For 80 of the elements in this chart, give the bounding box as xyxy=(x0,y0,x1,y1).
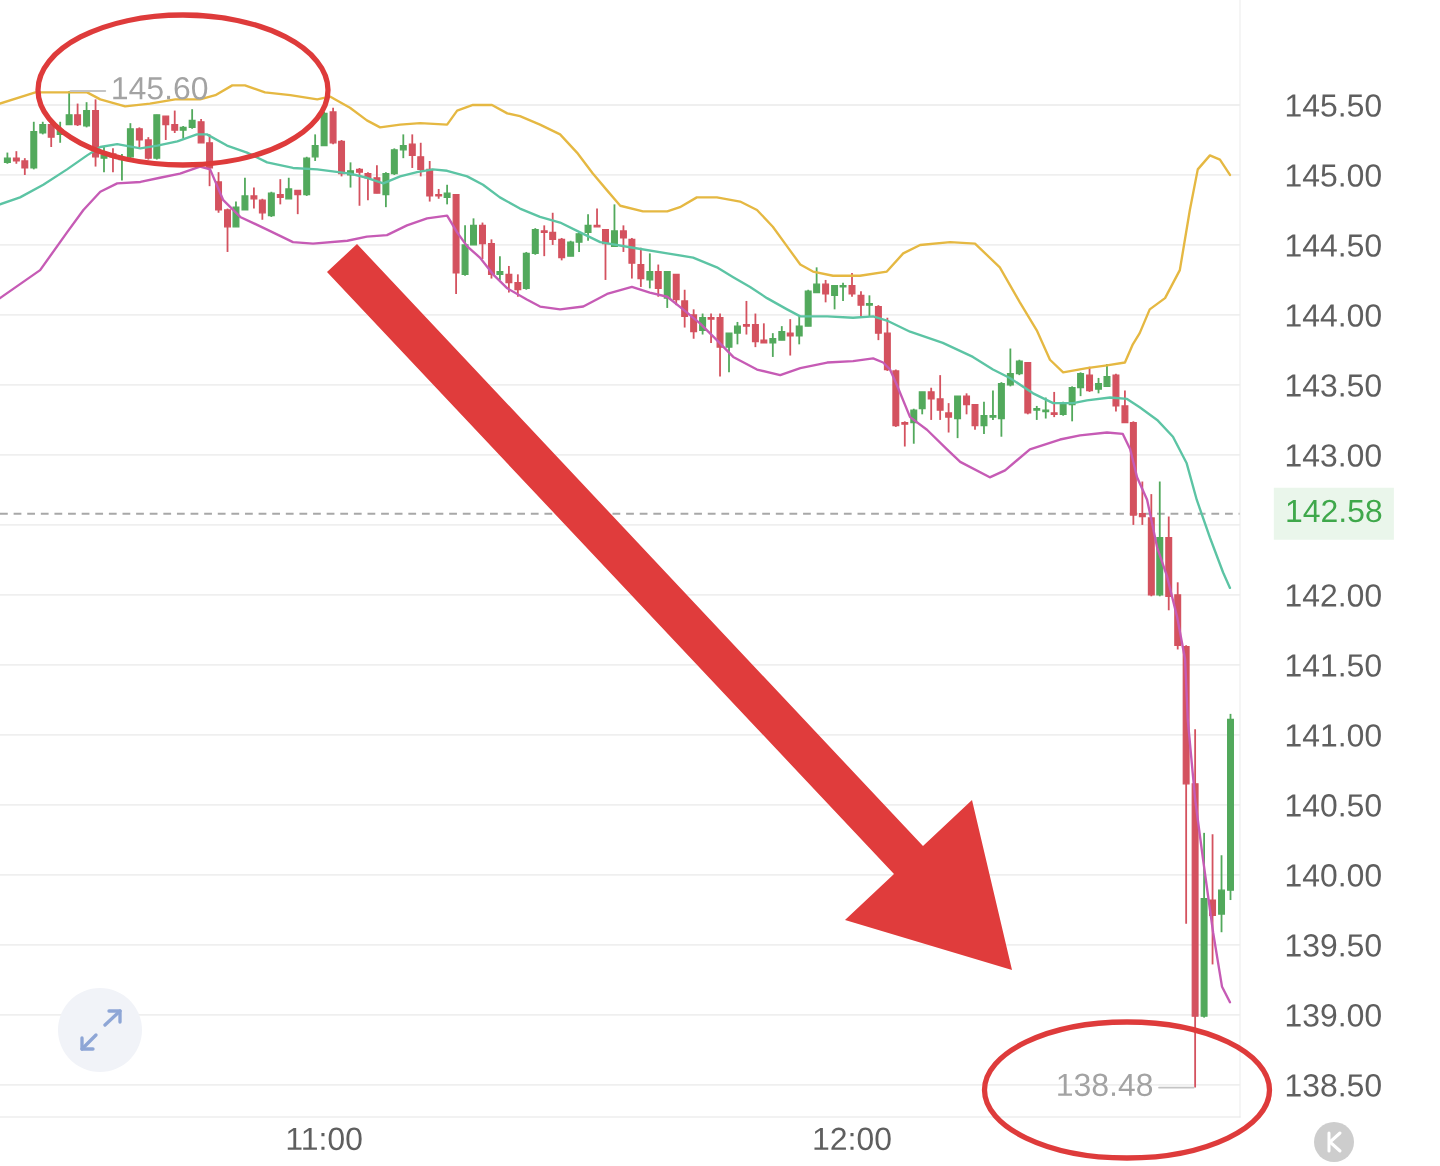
candlestick xyxy=(171,109,179,134)
candlestick xyxy=(144,136,152,161)
y-tick-label: 140.50 xyxy=(1286,794,1381,817)
candlestick xyxy=(980,400,988,435)
candlestick xyxy=(936,374,944,421)
candlestick xyxy=(241,176,249,211)
candlestick xyxy=(496,255,504,281)
candlestick xyxy=(1218,854,1226,934)
candlestick xyxy=(769,332,777,358)
candlestick xyxy=(610,203,618,248)
line-series xyxy=(0,165,1232,1004)
candlestick xyxy=(584,213,592,242)
candlestick xyxy=(100,146,108,174)
candlestick xyxy=(443,183,451,206)
y-tick-label: 145.50 xyxy=(1286,94,1381,117)
candlestick xyxy=(742,300,750,336)
line-series xyxy=(0,133,1232,590)
candlestick xyxy=(135,126,143,148)
candlestick xyxy=(945,402,953,434)
y-tick-label: 141.00 xyxy=(1286,724,1381,747)
candlestick xyxy=(294,189,302,216)
candlestick xyxy=(989,389,997,421)
y-tick-label: 140.00 xyxy=(1286,864,1381,887)
y-tick-label: 138.50 xyxy=(1286,1074,1381,1097)
candlestick xyxy=(1121,389,1129,424)
candlestick xyxy=(285,176,293,200)
candlestick xyxy=(822,279,830,304)
candlestick xyxy=(857,290,865,318)
candlestick xyxy=(250,186,258,210)
candlestick xyxy=(901,420,909,448)
candlestick xyxy=(865,294,873,318)
candlestick xyxy=(224,207,232,253)
candlestick xyxy=(831,284,839,311)
candlestick xyxy=(83,101,91,129)
candlestick xyxy=(619,224,627,253)
y-tick-label: 143.00 xyxy=(1286,444,1381,467)
candlestick xyxy=(514,273,522,298)
candlestick xyxy=(1042,396,1050,420)
candlestick xyxy=(390,147,398,176)
candlestick xyxy=(417,141,425,178)
candlestick xyxy=(1050,391,1058,419)
y-tick-label: 139.50 xyxy=(1286,934,1381,957)
candlestick xyxy=(558,237,566,262)
annotation: 138.48 xyxy=(1058,1073,1153,1097)
candlestick xyxy=(646,252,654,290)
y-tick-label: 144.00 xyxy=(1286,304,1381,327)
candlestick xyxy=(531,227,539,256)
candlestick xyxy=(162,115,170,141)
candlestick xyxy=(1138,480,1146,526)
candlestick xyxy=(918,391,926,416)
y-tick-label: 141.50 xyxy=(1286,654,1381,677)
candlestick xyxy=(795,315,803,346)
candlestick xyxy=(276,178,284,206)
x-tick-label: 11:00 xyxy=(287,1127,362,1151)
candlestick xyxy=(628,237,636,280)
x-tick-label: 12:00 xyxy=(814,1127,891,1151)
candlestick xyxy=(927,386,935,421)
candlestick xyxy=(707,312,715,344)
candlestick xyxy=(478,221,486,260)
candlestick xyxy=(408,133,416,169)
candlestick xyxy=(74,102,82,127)
candlestick xyxy=(267,190,275,218)
candlestick xyxy=(848,272,856,298)
y-tick-label: 139.00 xyxy=(1286,1004,1381,1027)
candlestick xyxy=(399,133,407,160)
candlestick xyxy=(786,318,794,357)
y-tick-label: 142.00 xyxy=(1286,584,1381,607)
candlestick xyxy=(311,133,319,162)
y-tick-label: 143.50 xyxy=(1286,374,1381,397)
candlestick xyxy=(839,281,847,302)
candlestick xyxy=(188,108,196,130)
candlestick xyxy=(505,265,513,294)
y-tick-label: 145.00 xyxy=(1286,164,1381,187)
annotation: 145.60 xyxy=(113,76,208,100)
candlestick xyxy=(954,395,962,440)
y-tick-label: 144.50 xyxy=(1286,234,1381,257)
ref-line-label: 142.58 xyxy=(1287,499,1382,523)
candlestick xyxy=(258,197,266,221)
candlestick xyxy=(355,167,363,207)
candlestick xyxy=(654,263,662,298)
